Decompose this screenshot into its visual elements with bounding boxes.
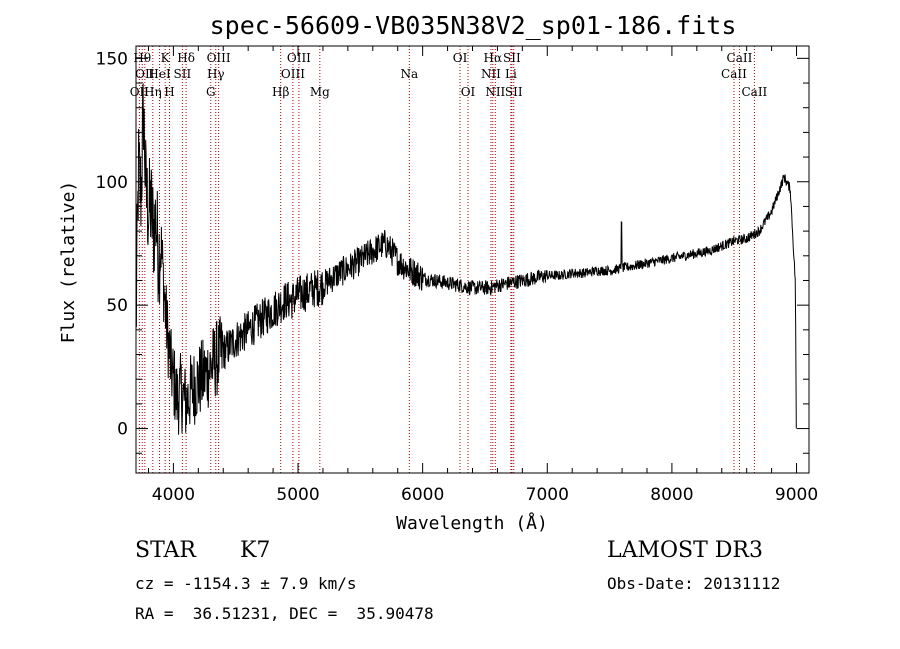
spectrum-line	[135, 83, 797, 435]
emission-line-label: Hβ	[272, 85, 289, 99]
emission-line-label: Na	[400, 67, 418, 81]
obs-date: Obs-Date: 20131112	[607, 574, 781, 593]
emission-line-label: Hα	[484, 51, 503, 65]
y-tick-labels: 0 50 100 150	[96, 49, 128, 439]
chart-title: spec-56609-VB035N38V2_sp01-186.fits	[210, 11, 737, 40]
emission-line-label: OIII	[207, 51, 231, 65]
y-tick-label: 100	[96, 173, 128, 193]
axis-ticks	[136, 46, 809, 473]
coordinates-readout: RA = 36.51231, DEC = 35.90478	[135, 604, 434, 623]
survey-label: LAMOST DR3	[607, 538, 763, 563]
x-tick-label: 4000	[152, 485, 195, 505]
emission-line-label: CaII	[721, 67, 747, 81]
emission-line-label: OII	[130, 85, 150, 99]
emission-line-label: OIII	[287, 51, 311, 65]
x-tick-label: 5000	[276, 485, 319, 505]
x-tick-labels: 4000 5000 6000 7000 8000 9000	[152, 485, 818, 505]
plot-frame	[135, 45, 810, 474]
x-axis-label: Wavelength (Å)	[396, 512, 548, 534]
emission-line-label: OII	[135, 67, 155, 81]
emission-line-label: Hγ	[207, 67, 225, 81]
emission-line-label: SII	[503, 51, 521, 65]
y-axis-label: Flux (relative)	[58, 181, 79, 344]
emission-line-label: Hδ	[177, 51, 195, 65]
emission-line-label: K	[161, 51, 171, 65]
x-tick-label: 8000	[650, 485, 693, 505]
emission-line-label: NII	[481, 67, 501, 81]
y-tick-label: 0	[117, 420, 128, 440]
y-tick-label: 50	[106, 296, 128, 316]
object-subclass: K7	[240, 538, 271, 563]
emission-line-label: OIII	[281, 67, 305, 81]
emission-line-label: NII	[485, 85, 505, 99]
emission-line-label: OI	[453, 51, 468, 65]
emission-line-label: G	[206, 85, 216, 99]
emission-line-label: SII	[174, 67, 192, 81]
emission-line-label: Hη	[144, 85, 162, 99]
emission-line-label: HeI	[148, 67, 171, 81]
emission-line-label: CaII	[741, 85, 767, 99]
emission-line-label: H	[164, 85, 174, 99]
x-tick-label: 9000	[775, 485, 818, 505]
emission-line-label: SII	[505, 85, 523, 99]
emission-line-label: Mg	[310, 85, 330, 99]
emission-line-label: Li	[505, 67, 517, 81]
object-class: STAR	[135, 538, 196, 563]
y-tick-label: 150	[96, 49, 128, 69]
x-tick-label: 7000	[526, 485, 569, 505]
emission-line-label: CaII	[727, 51, 753, 65]
x-tick-label: 6000	[401, 485, 444, 505]
redshift-readout: cz = -1154.3 ± 7.9 km/s	[135, 574, 357, 593]
emission-line-labels: OIIHθOIIHηHeIKHSIIHδGHγOIIIHβOIIIOIIIMgN…	[130, 51, 768, 99]
emission-line-label: OI	[461, 85, 476, 99]
